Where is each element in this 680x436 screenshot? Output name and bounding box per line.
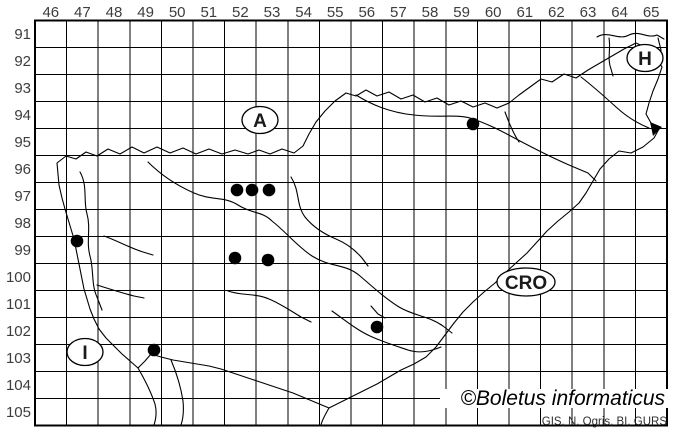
col-label: 59 [453,4,470,21]
row-label: 97 [14,188,31,205]
row-label: 104 [6,377,31,394]
distribution-dot [228,251,242,265]
river-drava-tributary [504,111,520,143]
col-label: 64 [611,4,628,21]
country-ellipse [241,105,279,135]
external-coast-istria-2 [170,359,184,426]
row-label: 95 [14,134,31,151]
col-label: 65 [643,4,660,21]
river-drava [355,94,597,182]
col-label: 62 [548,4,565,21]
col-label: 63 [580,4,597,21]
sources-text: GIS, N. Ogris, BI, GURS [542,416,668,428]
grid-border [34,19,668,427]
row-label: 103 [6,350,31,367]
col-label: 55 [327,4,344,21]
row-label: 100 [6,269,31,286]
river-ljubljanica [227,290,312,323]
col-label: 49 [137,4,154,21]
row-label: 96 [14,161,31,178]
distribution-dot [261,253,275,267]
border-confluence-mark [650,122,662,136]
distribution-dot [466,117,480,131]
country-label-a: A [253,111,267,132]
col-label: 52 [232,4,249,21]
distribution-dot [70,234,84,248]
distribution-dots [70,117,480,357]
country-ellipse [66,337,104,367]
row-label: 91 [14,26,31,43]
country-ellipse [626,43,664,73]
col-label: 58 [422,4,439,21]
row-label: 99 [14,242,31,259]
distribution-dot [245,183,259,197]
distribution-dot [147,343,161,357]
col-label: 46 [42,4,59,21]
row-label: 102 [6,323,31,340]
copyright-text: ©Boletus informaticus [460,387,665,410]
col-label: 48 [106,4,123,21]
country-label-h: H [638,49,652,70]
country-label-i: I [82,343,87,364]
utm-grid-lines [34,19,668,427]
col-label: 60 [485,4,502,21]
external-line-ne-1 [596,32,665,40]
river-sava [147,161,453,334]
river-soca [79,171,103,311]
country-label-cro: CRO [505,273,547,294]
river-savinja [290,176,369,267]
country-outline [56,42,663,409]
col-label: 50 [169,4,186,21]
row-label: 94 [14,107,31,124]
col-label: 47 [74,4,91,21]
col-label: 53 [264,4,281,21]
row-label: 92 [14,53,31,70]
river-idrijca [103,235,154,256]
country-ellipse [496,267,556,297]
credits: ©Boletus informaticus GIS, N. Ogris, BI,… [440,387,669,428]
river-mura [580,76,650,129]
river-krka-tributary [370,305,386,319]
col-label: 56 [358,4,375,21]
copyright-backplate [440,389,669,408]
distribution-dot [230,183,244,197]
row-label: 105 [6,404,31,421]
row-label: 93 [14,80,31,97]
map-linework [56,32,665,426]
distribution-dot [370,320,384,334]
river-vipava [96,284,145,299]
distribution-dot [262,183,276,197]
col-label: 51 [200,4,217,21]
grid-axis-labels: 46 47 48 49 50 51 52 53 54 55 56 57 58 59 60 61 62 63 64 65… [6,4,660,421]
col-label: 57 [390,4,407,21]
external-coast-istria-1 [137,367,157,426]
col-label: 54 [295,4,312,21]
country-labels: A H CRO I [66,43,664,367]
river-krka [331,310,442,353]
row-label: 98 [14,215,31,232]
row-label: 101 [6,296,31,313]
col-label: 61 [516,4,533,21]
external-line-ne-2 [608,37,614,77]
external-line-south [320,407,330,426]
